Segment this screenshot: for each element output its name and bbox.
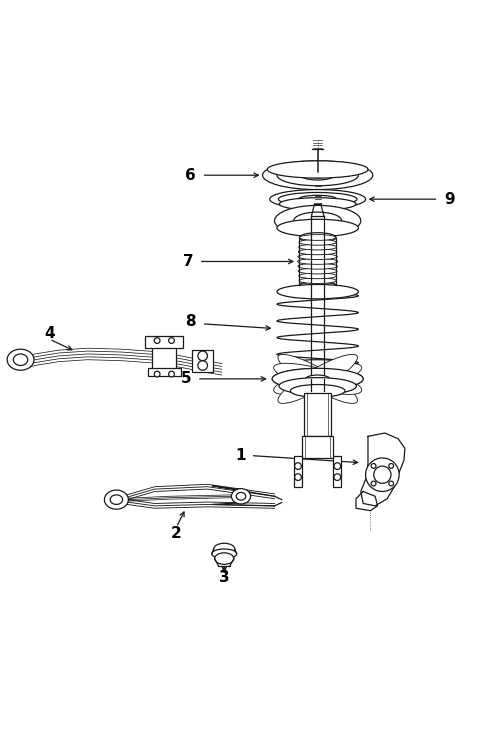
- Ellipse shape: [299, 281, 336, 290]
- Circle shape: [366, 458, 399, 491]
- Polygon shape: [361, 433, 405, 506]
- Ellipse shape: [231, 488, 251, 504]
- Ellipse shape: [279, 378, 356, 394]
- Ellipse shape: [299, 278, 336, 284]
- Ellipse shape: [299, 235, 336, 241]
- Ellipse shape: [294, 212, 342, 230]
- Circle shape: [371, 464, 376, 468]
- Ellipse shape: [277, 284, 359, 299]
- Ellipse shape: [263, 161, 373, 190]
- Circle shape: [374, 466, 391, 483]
- Circle shape: [169, 371, 174, 377]
- Ellipse shape: [110, 495, 122, 504]
- Circle shape: [154, 338, 160, 343]
- Ellipse shape: [214, 553, 234, 564]
- Circle shape: [198, 361, 207, 370]
- Ellipse shape: [298, 268, 337, 274]
- Ellipse shape: [105, 490, 128, 510]
- Ellipse shape: [272, 368, 363, 389]
- Bar: [147, 368, 181, 376]
- Ellipse shape: [277, 165, 359, 186]
- Ellipse shape: [278, 354, 358, 403]
- Ellipse shape: [298, 263, 337, 269]
- Ellipse shape: [272, 368, 363, 389]
- Ellipse shape: [277, 359, 359, 374]
- Ellipse shape: [299, 233, 336, 242]
- Ellipse shape: [13, 354, 28, 365]
- Circle shape: [295, 474, 301, 480]
- Text: 3: 3: [219, 570, 229, 585]
- Ellipse shape: [270, 190, 366, 208]
- Circle shape: [371, 481, 376, 486]
- Circle shape: [334, 474, 341, 480]
- Bar: [152, 343, 176, 372]
- Ellipse shape: [301, 171, 335, 180]
- Ellipse shape: [299, 273, 336, 278]
- Ellipse shape: [298, 195, 337, 203]
- Ellipse shape: [278, 354, 358, 403]
- Ellipse shape: [297, 259, 338, 265]
- Bar: [192, 350, 213, 372]
- Bar: [294, 456, 302, 487]
- Ellipse shape: [299, 239, 336, 245]
- Ellipse shape: [274, 363, 362, 394]
- Ellipse shape: [290, 384, 345, 397]
- Circle shape: [169, 338, 174, 343]
- Polygon shape: [7, 349, 16, 370]
- Bar: [304, 393, 331, 437]
- Bar: [145, 336, 184, 348]
- Ellipse shape: [310, 172, 325, 178]
- Ellipse shape: [214, 543, 235, 555]
- Circle shape: [334, 463, 341, 469]
- Ellipse shape: [298, 254, 337, 260]
- Text: 8: 8: [186, 314, 196, 329]
- Ellipse shape: [299, 244, 336, 250]
- Text: 4: 4: [44, 326, 54, 341]
- Circle shape: [198, 351, 207, 361]
- Ellipse shape: [279, 192, 357, 206]
- Circle shape: [389, 464, 394, 468]
- Circle shape: [154, 371, 160, 377]
- Ellipse shape: [298, 249, 337, 254]
- Circle shape: [295, 463, 301, 469]
- Text: 5: 5: [181, 371, 191, 386]
- Ellipse shape: [274, 363, 362, 394]
- Ellipse shape: [299, 283, 336, 288]
- Bar: [334, 456, 341, 487]
- Text: 6: 6: [185, 168, 196, 183]
- Ellipse shape: [7, 349, 34, 370]
- Text: 2: 2: [171, 526, 182, 541]
- Ellipse shape: [280, 198, 356, 210]
- Ellipse shape: [268, 161, 368, 178]
- Ellipse shape: [277, 219, 359, 236]
- Text: 1: 1: [236, 448, 246, 463]
- Ellipse shape: [306, 375, 330, 383]
- Ellipse shape: [236, 493, 246, 500]
- Circle shape: [389, 481, 394, 486]
- Bar: [302, 437, 334, 458]
- Text: 7: 7: [183, 254, 194, 269]
- Text: 9: 9: [444, 192, 455, 206]
- Ellipse shape: [212, 549, 237, 558]
- Ellipse shape: [275, 206, 361, 236]
